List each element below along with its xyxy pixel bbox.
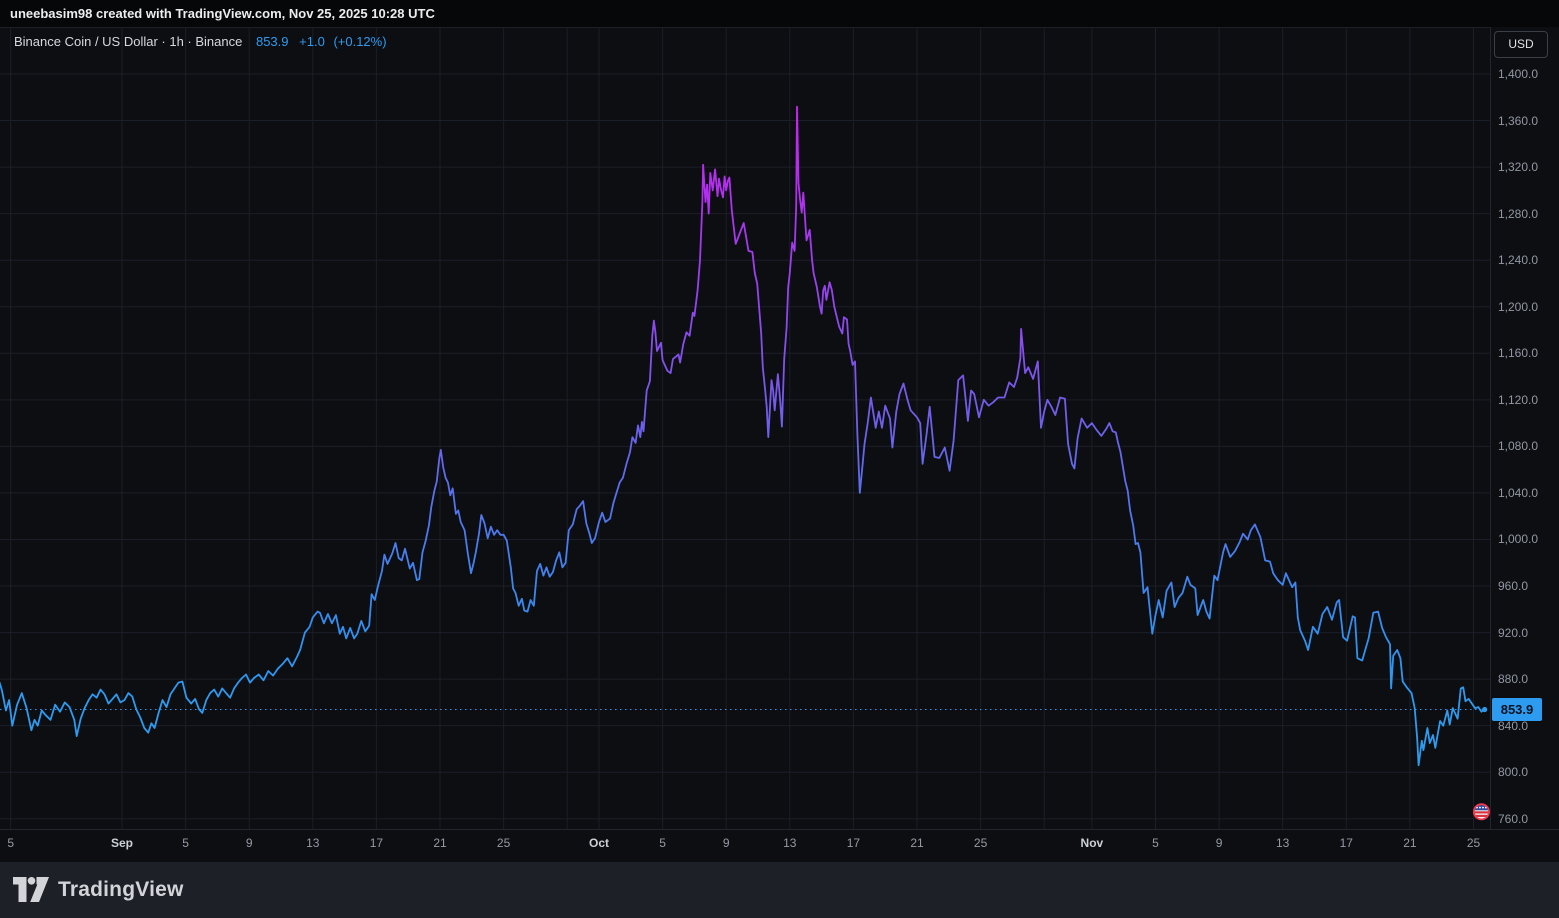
footer-bar: TradingView [0, 862, 1559, 918]
time-axis-day-label: 21 [910, 836, 924, 850]
tradingview-wordmark[interactable]: TradingView [58, 878, 184, 901]
time-axis-day-label: 17 [846, 836, 861, 850]
legend-change-percent: (+0.12%) [333, 34, 387, 49]
price-axis-label: 1,160.0 [1498, 346, 1539, 361]
price-axis-label: 1,080.0 [1498, 439, 1539, 454]
time-axis-day-label: 5 [659, 836, 666, 850]
time-axis-month-label: Sep [110, 836, 133, 850]
symbol-title: Binance Coin / US Dollar · 1h · Binance [14, 34, 243, 49]
grid-lines [0, 27, 1490, 829]
time-axis-day-label: 5 [7, 836, 15, 850]
time-axis-day-label: 25 [973, 836, 988, 850]
time-axis-day-label: 5 [1152, 836, 1159, 850]
price-axis-label: 1,040.0 [1498, 485, 1539, 500]
time-axis-day-label: 25 [496, 836, 511, 850]
time-axis-day-label: 17 [369, 836, 384, 850]
price-axis-label: 1,120.0 [1498, 392, 1539, 407]
price-axis-label: 800.0 [1498, 765, 1529, 780]
attribution-text: uneebasim98 created with TradingView.com… [10, 6, 435, 21]
time-scale[interactable]: 5 Sep 5 9 13 17 21 25 Oct 5 9 13 17 21 25 Nov 5 9 13 17 21 25 [0, 829, 1559, 863]
time-axis-day-label: 13 [783, 836, 797, 850]
price-chart-canvas[interactable] [0, 27, 1490, 829]
time-axis-day-label: 21 [1403, 836, 1417, 850]
price-axis-label: 840.0 [1498, 718, 1529, 733]
time-axis-day-label: 5 [182, 836, 189, 850]
price-axis-label: 1,200.0 [1498, 299, 1539, 314]
time-axis-day-label: 13 [1276, 836, 1290, 850]
price-line-series [0, 105, 1486, 767]
chart-legend[interactable]: Binance Coin / US Dollar · 1h · Binance … [14, 34, 387, 49]
time-axis-day-label: 25 [1466, 836, 1481, 850]
legend-change: +1.0 [299, 34, 325, 49]
price-scale[interactable]: USD 1,400.0 1,360.0 1,320.0 1,280.0 1,240.0 1… [1490, 27, 1559, 862]
time-axis-day-label: 9 [722, 836, 730, 850]
price-axis-label: 1,000.0 [1498, 532, 1539, 547]
time-axis-day-label: 17 [1339, 836, 1353, 850]
currency-toggle-button[interactable]: USD [1494, 31, 1548, 58]
tradingview-logo-icon[interactable] [13, 877, 49, 903]
time-axis-month-label: Nov [1080, 836, 1104, 850]
price-axis-label: 760.0 [1498, 811, 1529, 826]
price-axis-label: 880.0 [1498, 672, 1529, 687]
legend-last-price: 853.9 [255, 34, 289, 49]
price-axis-label: 960.0 [1498, 579, 1529, 594]
price-axis-label: 1,240.0 [1498, 253, 1539, 268]
time-axis-day-label: 9 [245, 836, 253, 850]
attribution-bar: uneebasim98 created with TradingView.com… [0, 0, 1559, 28]
time-axis-month-label: Oct [588, 836, 609, 850]
price-axis-label: 1,360.0 [1498, 113, 1539, 128]
time-axis-day-label: 9 [1215, 836, 1223, 850]
time-axis-day-label: 21 [433, 836, 447, 850]
current-price-label: 853.9 [1492, 697, 1542, 721]
economic-event-icon[interactable] [1472, 803, 1490, 821]
price-axis-label: 920.0 [1498, 625, 1529, 640]
time-axis-day-label: 13 [306, 836, 320, 850]
price-axis-label: 1,400.0 [1498, 67, 1539, 81]
price-axis-label: 1,280.0 [1498, 206, 1539, 221]
price-axis-label: 1,320.0 [1498, 160, 1539, 175]
last-price-marker-dot [1482, 706, 1488, 713]
